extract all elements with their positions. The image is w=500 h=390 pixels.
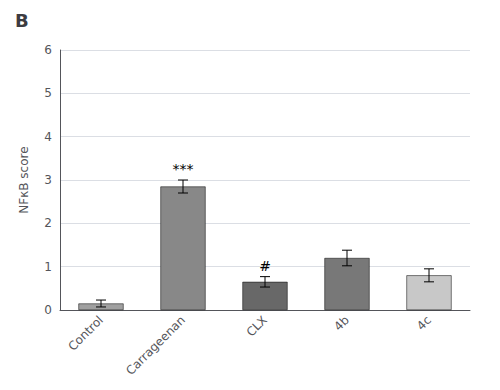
svg-text:2: 2 xyxy=(44,216,52,230)
svg-text:5: 5 xyxy=(44,86,52,100)
svg-text:4b: 4b xyxy=(331,313,352,334)
svg-text:0: 0 xyxy=(44,303,52,317)
svg-text:4c: 4c xyxy=(414,313,434,333)
svg-text:***: *** xyxy=(173,161,194,177)
svg-text:4: 4 xyxy=(44,130,52,144)
svg-text:#: # xyxy=(259,258,271,274)
svg-text:NFκB score: NFκB score xyxy=(17,146,31,213)
svg-text:3: 3 xyxy=(44,173,52,187)
svg-text:Control: Control xyxy=(65,313,106,354)
svg-text:B: B xyxy=(15,10,29,31)
svg-text:6: 6 xyxy=(44,43,52,57)
svg-text:Carrageenan: Carrageenan xyxy=(123,313,188,378)
svg-text:1: 1 xyxy=(44,260,52,274)
svg-text:CLX: CLX xyxy=(244,313,270,339)
